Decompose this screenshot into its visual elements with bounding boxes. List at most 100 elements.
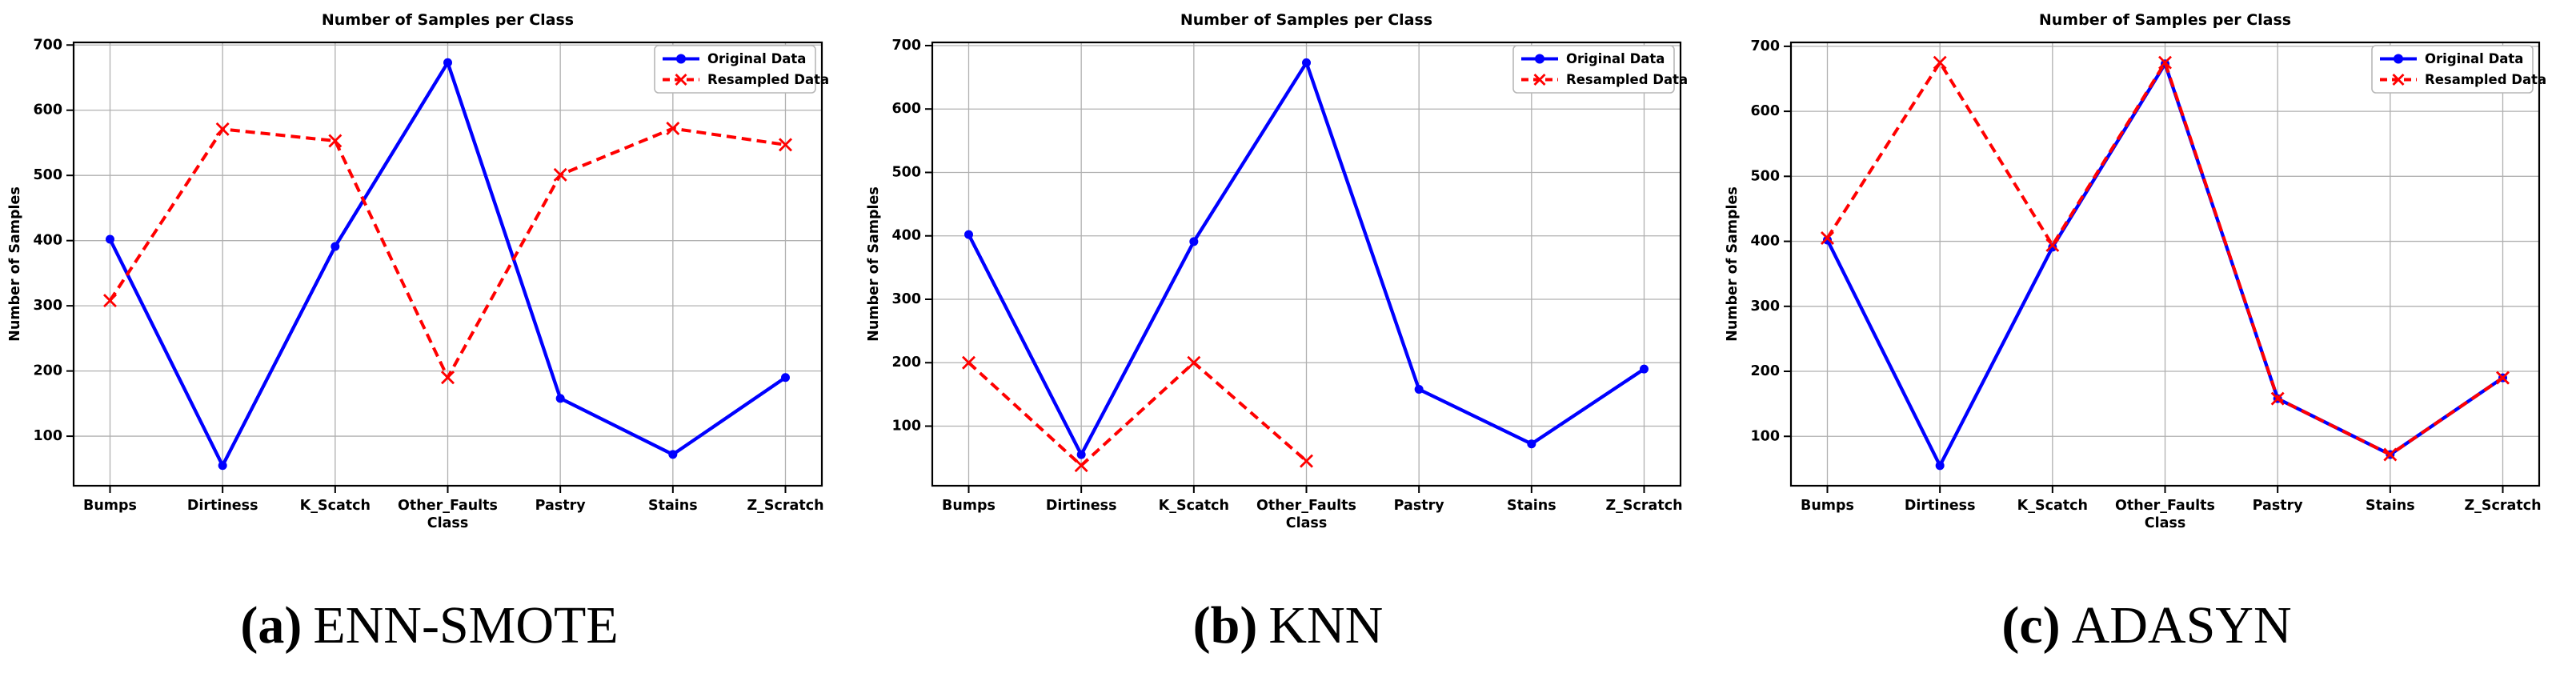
circle-marker	[1527, 439, 1536, 449]
x-marker	[215, 122, 230, 136]
x-tick-label: Z_Scratch	[1605, 498, 1682, 514]
grid	[74, 42, 822, 486]
x-tick-label: K_Scatch	[2017, 498, 2088, 514]
y-tick-label: 500	[1750, 168, 1780, 184]
y-tick-label: 500	[891, 164, 921, 180]
x-tick-label: Pastry	[1394, 498, 1445, 514]
legend-label: Resampled Data	[2425, 72, 2546, 87]
x-marker	[2496, 371, 2510, 385]
y-axis-label: Number of Samples	[1725, 186, 1741, 342]
line-chart-a: 100 200 300 400 500 600 700 Bumps Dirtiness K_Sca…	[0, 0, 859, 560]
legend-entry-resampled-data: Resampled Data	[1521, 72, 1688, 87]
y-tick-label: 600	[33, 102, 62, 118]
x-tick-label: Stains	[2366, 498, 2415, 514]
y-tick-label: 700	[891, 38, 921, 54]
caption-c-label: (c)	[2001, 596, 2061, 655]
legend: Original Data Resampled Data	[2371, 45, 2546, 94]
chart-title: Number of Samples per Class	[322, 11, 574, 29]
x-tick-label: Z_Scratch	[2464, 498, 2541, 514]
circle-marker	[964, 230, 973, 239]
x-tick-label: Dirtiness	[1046, 498, 1117, 514]
x-marker	[1187, 355, 1201, 370]
x-tick-label: Other_Faults	[1256, 498, 1356, 514]
axis-ticks: 100 200 300 400 500 600 700 Bumps Dirtiness K_Sca…	[1750, 38, 2541, 514]
series-resampled-data	[962, 355, 1313, 473]
x-marker	[2158, 55, 2172, 70]
x-tick-label: Dirtiness	[1905, 498, 1976, 514]
y-tick-label: 300	[33, 298, 62, 314]
grid	[1791, 42, 2539, 486]
series-resampled-data	[1821, 55, 2510, 462]
circle-marker	[218, 461, 227, 471]
x-tick-label: Bumps	[1801, 498, 1854, 514]
x-axis-label: Class	[427, 515, 468, 531]
circle-marker	[1189, 237, 1199, 246]
x-tick-label: Bumps	[942, 498, 996, 514]
circle-marker	[331, 242, 340, 251]
y-tick-label: 200	[1750, 363, 1780, 379]
series-resampled-data	[103, 122, 792, 385]
caption-a: (a) ENN-SMOTE	[240, 596, 619, 655]
x-tick-label: Other_Faults	[398, 498, 498, 514]
caption-b: (b) KNN	[1192, 596, 1384, 655]
legend-label: Resampled Data	[707, 72, 829, 87]
axis-ticks: 100 200 300 400 500 600 700 Bumps Dirtiness K_Sca…	[891, 38, 1682, 514]
circle-marker	[781, 373, 790, 383]
x-marker	[675, 74, 687, 86]
legend-label: Original Data	[1566, 51, 1665, 66]
y-axis-label: Number of Samples	[866, 186, 882, 342]
grid	[932, 42, 1681, 486]
caption-c: (c) ADASYN	[2001, 596, 2291, 655]
x-marker	[1821, 231, 1834, 245]
x-tick-label: K_Scatch	[1159, 498, 1229, 514]
x-marker	[553, 167, 567, 182]
x-marker	[441, 371, 455, 385]
x-marker	[328, 134, 343, 148]
circle-marker	[1935, 461, 1945, 471]
y-tick-label: 400	[891, 228, 921, 244]
legend-label: Original Data	[2425, 51, 2523, 66]
circle-marker	[676, 54, 686, 64]
legend-entry-resampled-data: Resampled Data	[663, 72, 829, 87]
y-axis-label: Number of Samples	[7, 186, 23, 342]
x-tick-label: Pastry	[2253, 498, 2304, 514]
y-tick-label: 400	[1750, 234, 1780, 250]
axis-ticks: 100 200 300 400 500 600 700 Bumps Dirtiness K_Sca…	[33, 37, 823, 514]
caption-b-label: (b)	[1192, 596, 1258, 655]
legend-entry-original-data: Original Data	[2380, 51, 2523, 66]
x-marker	[1933, 55, 1947, 70]
caption-a-method: ENN-SMOTE	[313, 596, 619, 655]
x-marker	[666, 122, 680, 136]
circle-marker	[555, 394, 565, 403]
x-marker	[1300, 454, 1313, 468]
y-tick-label: 500	[33, 167, 62, 183]
caption-a-label: (a)	[240, 596, 302, 655]
legend-label: Original Data	[707, 51, 806, 66]
legend: Original Data Resampled Data	[1512, 45, 1688, 94]
y-tick-label: 200	[33, 363, 62, 379]
line-chart-c: 100 200 300 400 500 600 700 Bumps Dirtiness K_Sca…	[1717, 0, 2576, 560]
circle-marker	[1302, 58, 1311, 67]
legend-entry-original-data: Original Data	[1521, 51, 1665, 66]
y-tick-label: 700	[33, 37, 62, 53]
x-tick-label: Pastry	[535, 498, 587, 514]
y-tick-label: 100	[891, 418, 921, 434]
circle-marker	[668, 450, 678, 459]
x-tick-label: Dirtiness	[187, 498, 258, 514]
y-tick-label: 700	[1750, 38, 1780, 54]
legend-label: Resampled Data	[1566, 72, 1688, 87]
circle-marker	[1076, 450, 1086, 459]
x-tick-label: Stains	[648, 498, 698, 514]
panel-adasyn: 100 200 300 400 500 600 700 Bumps Dirtiness K_Sca…	[1717, 0, 2576, 677]
legend-entry-original-data: Original Data	[663, 51, 806, 66]
series-original-data	[106, 58, 790, 471]
panel-knn: 100 200 300 400 500 600 700 Bumps Dirtiness K_Sca…	[859, 0, 1717, 677]
x-tick-label: Stains	[1507, 498, 1556, 514]
series-original-data	[964, 58, 1649, 459]
x-marker	[779, 138, 792, 152]
x-tick-label: Bumps	[83, 498, 137, 514]
panel-enn-smote: 100 200 300 400 500 600 700 Bumps Dirtiness K_Sca…	[0, 0, 859, 677]
x-axis-label: Class	[1286, 515, 1327, 531]
y-tick-label: 300	[891, 291, 921, 307]
